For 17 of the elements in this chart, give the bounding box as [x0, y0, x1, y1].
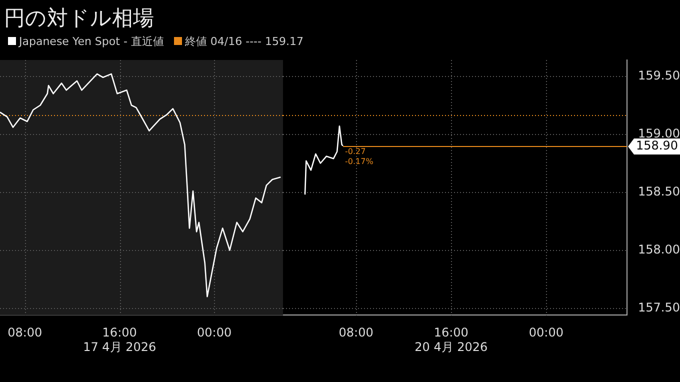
- x-tick-label: 00:00: [197, 326, 232, 340]
- chart-title: 円の対ドル相場: [4, 5, 154, 32]
- y-tick-label: 159.00: [638, 126, 680, 140]
- y-tick-label: 158.00: [638, 242, 680, 256]
- x-tick-label: 08:00: [8, 326, 42, 340]
- annotation: -0.27: [345, 146, 366, 156]
- x-tick-label: 16:00 20 4月 2026: [414, 326, 488, 354]
- y-tick-label: 158.50: [638, 184, 680, 198]
- ref-line-label: 158.90: [636, 138, 678, 153]
- x-tick-label: 08:00: [338, 326, 374, 340]
- y-tick-label: 157.50: [638, 300, 680, 314]
- y-tick-label: 159.50: [638, 68, 680, 82]
- x-tick-label: 16:00 17 4月 2026: [83, 326, 156, 354]
- annotation: -0.17%: [345, 156, 374, 166]
- legend-label: Japanese Yen Spot - 直近値: [18, 34, 164, 49]
- x-tick-label: 00:00: [528, 326, 564, 340]
- legend-label: 終値 04/16 ---- 159.17: [184, 34, 304, 49]
